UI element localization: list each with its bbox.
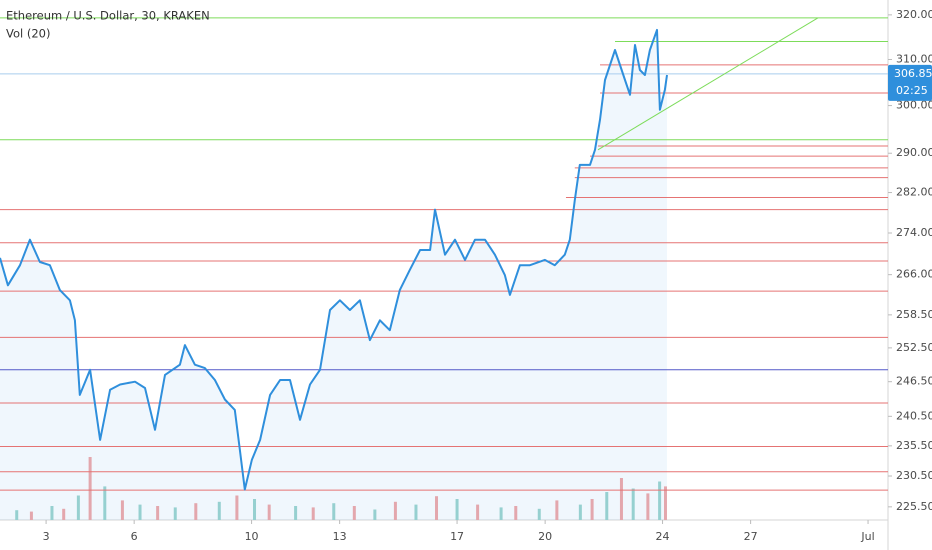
volume-bar [62,508,66,520]
volume-bar [29,511,33,520]
volume-bar [50,506,54,520]
last-price-label: 306.85 [894,67,932,80]
y-tick-label: 310.00 [896,52,932,65]
volume-bar [373,509,377,520]
y-tick-label: 274.00 [896,226,932,239]
volume-bar [393,501,397,520]
volume-bar [15,510,19,520]
chart-title: Ethereum / U.S. Dollar, 30, KRAKEN [6,9,210,23]
x-tick-label: Jul [860,530,874,543]
y-tick-label: 252.50 [896,341,932,354]
volume-bar [76,495,80,520]
volume-bar [455,499,459,520]
volume-bar [537,508,541,520]
x-tick-label: 24 [656,530,670,543]
y-tick-label: 235.50 [896,439,932,452]
volume-bar [267,504,271,520]
volume-bar [103,486,107,520]
volume-bar [120,500,124,520]
volume-bar [578,504,582,520]
y-tick-label: 246.50 [896,375,932,388]
volume-bar [435,496,439,520]
volume-bar [253,499,257,520]
volume-bar [663,486,667,520]
volume-bar [156,506,160,520]
price-area [0,29,667,521]
y-tick-label: 240.50 [896,409,932,422]
volume-bar [217,501,221,520]
volume-bar [352,506,356,520]
y-tick-label: 300.00 [896,99,932,112]
volume-bar [194,503,198,520]
volume-bar [311,507,315,520]
indicator-label: Vol (20) [6,27,50,41]
price-line [0,28,668,491]
x-tick-label: 20 [538,530,552,543]
y-tick-label: 230.50 [896,469,932,482]
y-tick-label: 320.00 [896,8,932,21]
x-tick-label: 6 [131,530,138,543]
volume-bar [88,457,92,520]
trend-line [597,17,819,151]
x-tick-label: 17 [450,530,464,543]
y-tick-label: 266.00 [896,268,932,281]
volume-bar [332,503,336,520]
volume-bar [605,492,609,520]
volume-bar [646,493,650,520]
y-tick-label: 225.50 [896,500,932,513]
volume-bar [499,507,503,520]
last-price-tag [888,64,932,101]
volume-bar [235,495,239,520]
volume-bar [631,488,635,520]
x-tick-label: 3 [43,530,50,543]
volume-bar [555,500,559,520]
volume-bar [294,506,298,520]
countdown-label: 02:25 [896,84,928,97]
x-tick-label: 27 [744,530,758,543]
volume-bar [590,499,594,520]
volume-bar [619,478,623,520]
volume-bar [173,507,177,520]
volume-bar [138,504,142,520]
volume-bar [414,504,418,520]
x-tick-label: 13 [333,530,347,543]
y-tick-label: 258.50 [896,308,932,321]
x-tick-label: 10 [245,530,259,543]
y-tick-label: 282.00 [896,186,932,199]
volume-bar [658,481,662,520]
volume-bar [476,504,480,520]
plot [0,17,888,521]
volume-bar [514,506,518,520]
y-tick-label: 290.00 [896,146,932,159]
